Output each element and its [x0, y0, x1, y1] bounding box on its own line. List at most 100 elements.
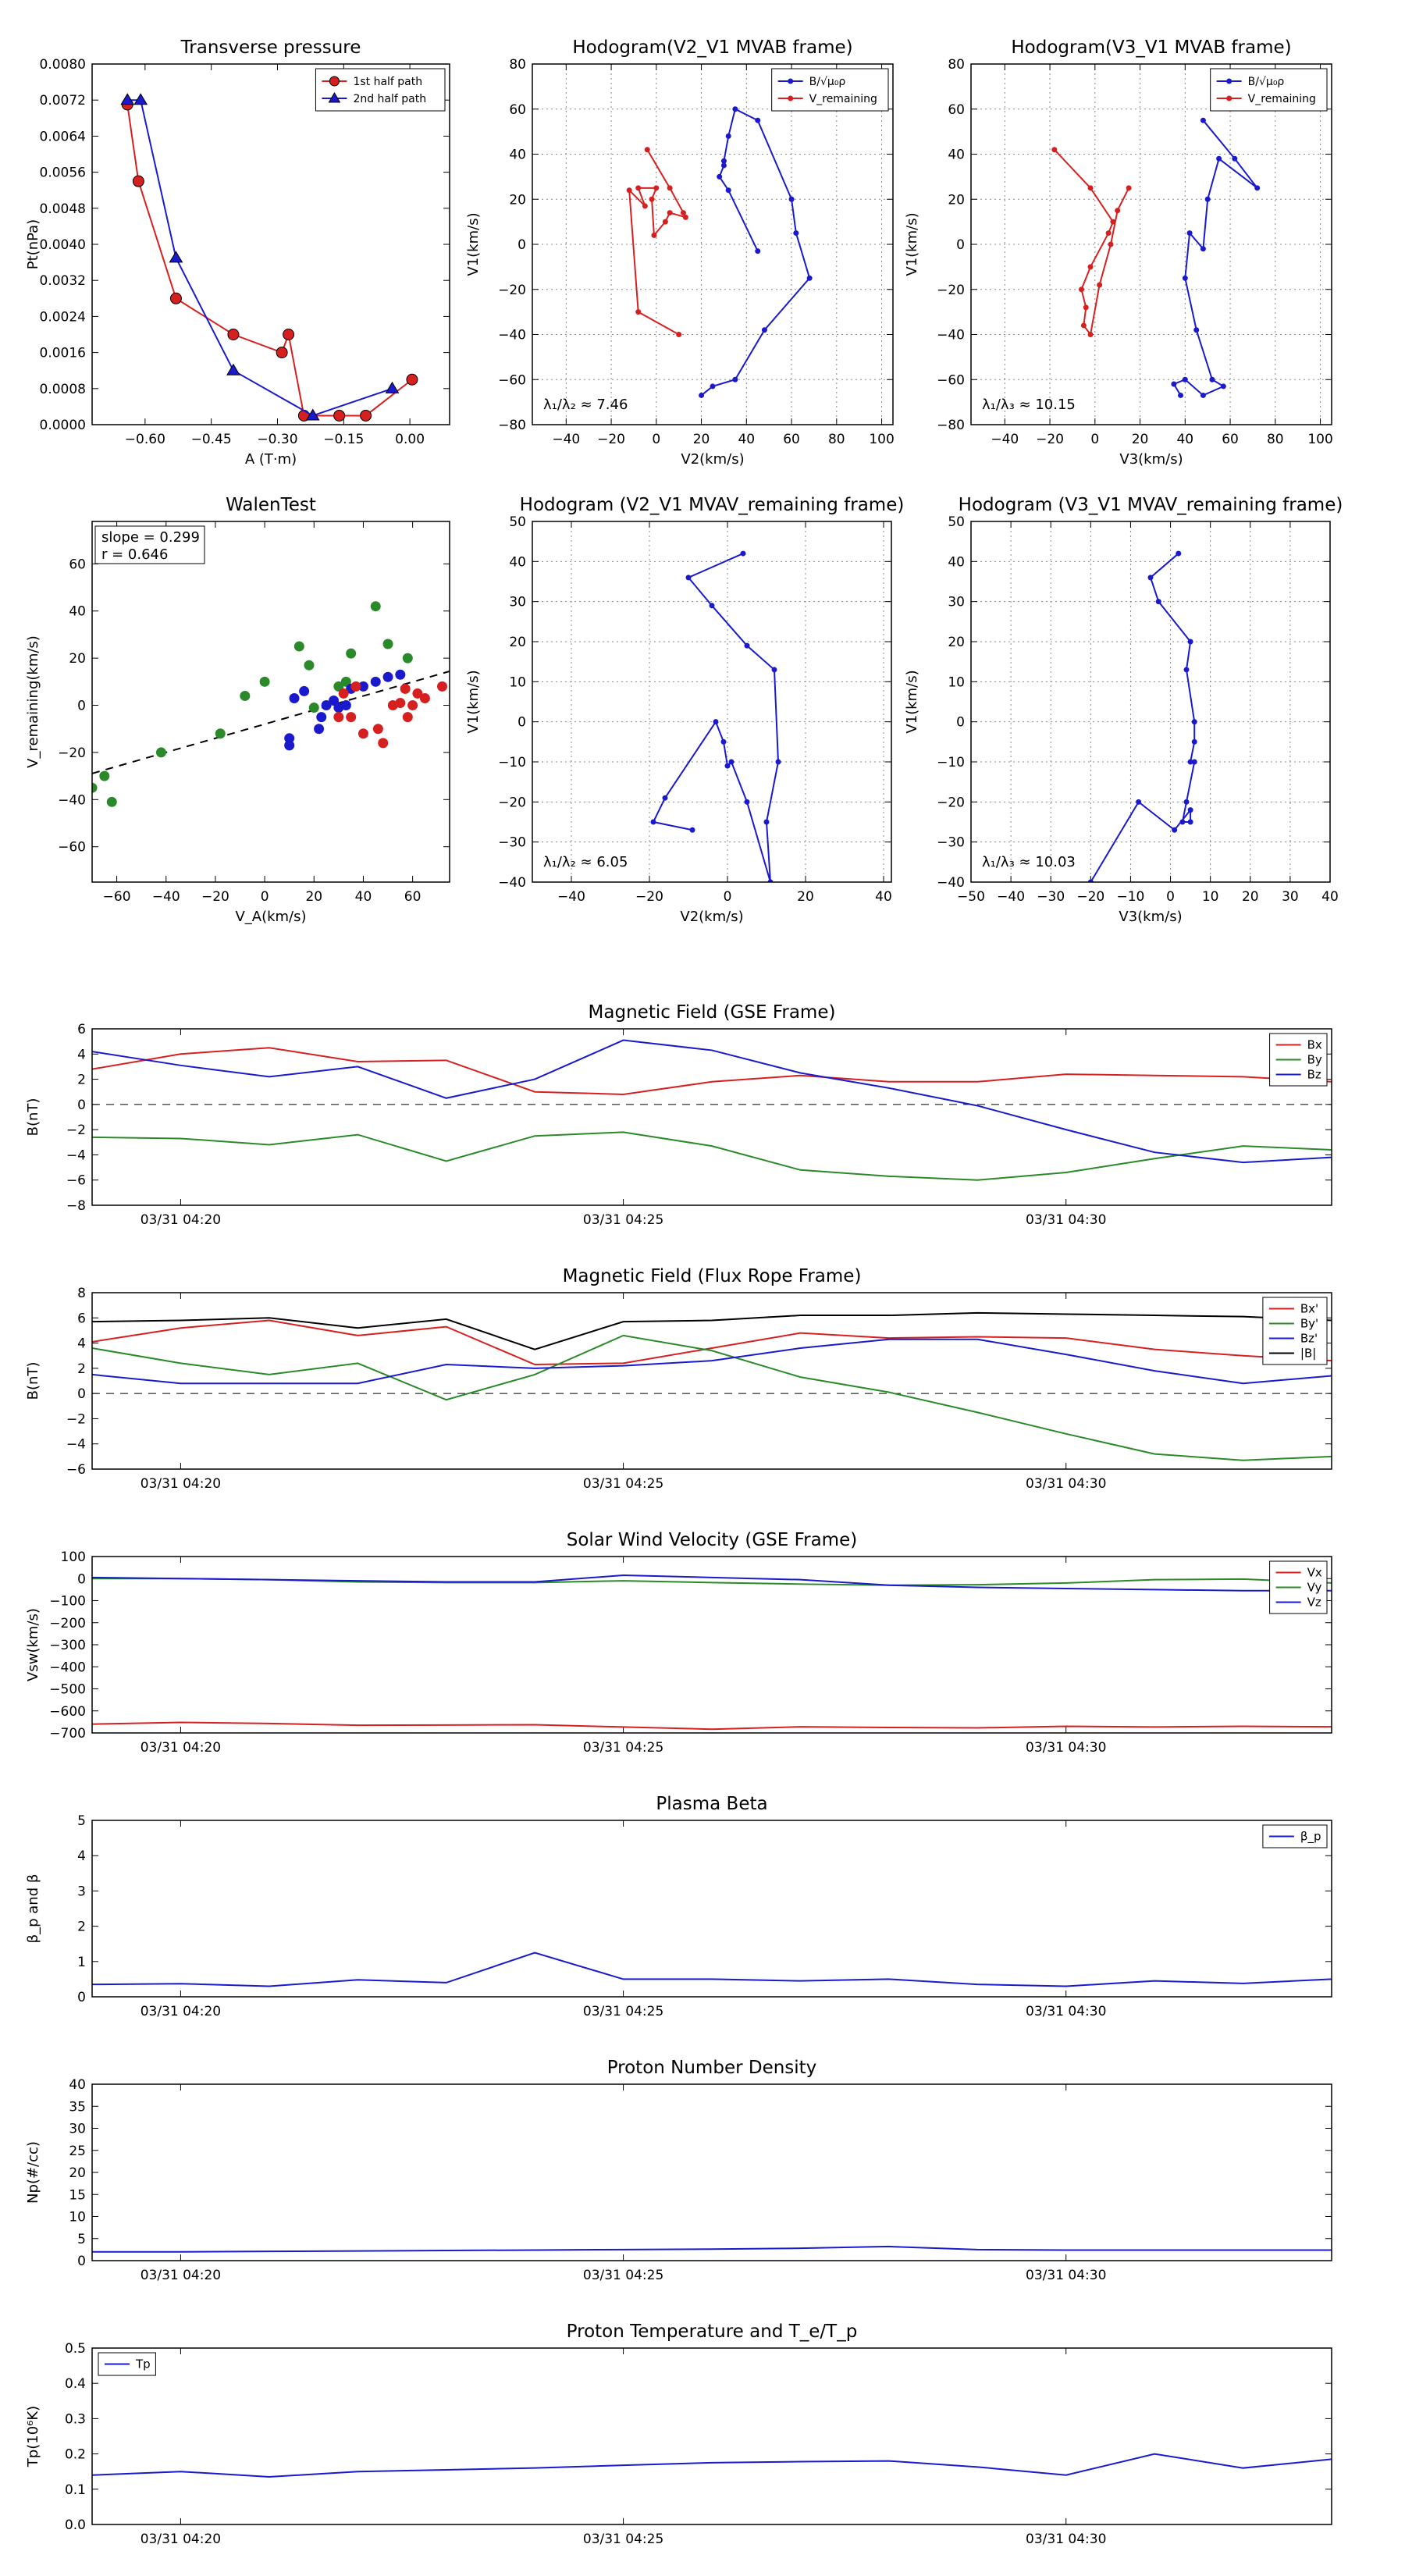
y-axis-label: V1(km/s): [465, 212, 482, 276]
y-tick-label: −80: [937, 418, 965, 433]
data-point: [1179, 819, 1186, 825]
data-point: [775, 759, 781, 765]
plot-area: [92, 1952, 1332, 1987]
data-point: [1232, 155, 1238, 162]
x-axis-label: V3(km/s): [1119, 909, 1182, 925]
data-point: [717, 173, 723, 180]
y-tick-label: 0.4: [65, 2376, 86, 2392]
x-tick-label: 03/31 04:25: [583, 1740, 663, 1756]
data-point: [650, 819, 656, 825]
data-point: [710, 383, 716, 390]
y-tick-label: 20: [509, 635, 526, 650]
data-point: [649, 196, 655, 202]
legend: Tp: [98, 2352, 156, 2376]
x-tick-label: 100: [1307, 432, 1332, 447]
y-tick-label: 2: [77, 1073, 86, 1088]
data-point: [1187, 639, 1193, 645]
x-tick-label: 03/31 04:20: [140, 2532, 221, 2547]
data-point: [169, 251, 183, 263]
y-tick-label: 60: [509, 102, 526, 118]
plot-area: [92, 2245, 1332, 2253]
chart-panel-10: Plasma Beta 03/31 04:20 03/31 04:25 03/31 0…: [25, 1794, 1332, 2019]
x-tick-label: −20: [635, 889, 663, 905]
x-tick-label: 40: [875, 889, 892, 905]
data-point: [720, 158, 727, 164]
data-point: [1155, 599, 1161, 605]
y-tick-label: −200: [49, 1616, 86, 1631]
data-point: [1187, 759, 1193, 765]
y-tick-label: 0.0080: [40, 57, 86, 73]
x-tick-label: −50: [957, 889, 985, 905]
chart-title: Hodogram (V2_V1 MVAV_remaining frame): [520, 495, 905, 515]
data-point: [314, 724, 325, 735]
data-point: [1191, 738, 1197, 745]
data-point: [755, 248, 761, 254]
axes-frame: [91, 1292, 1332, 1470]
series-s1: [92, 2245, 1332, 2253]
y-tick-label: −8: [66, 1198, 86, 1214]
x-tick-label: 03/31 04:20: [140, 1476, 221, 1492]
y-tick-label: 0: [77, 2254, 86, 2269]
y-tick-label: 40: [509, 148, 526, 163]
chart-panel-4: WalenTest −60 −40 −20 0 20 40 60 −60 −40 −20 0 20 40 6…: [25, 495, 450, 925]
plot-area: [92, 1574, 1332, 1731]
data-point: [406, 373, 418, 386]
data-point: [340, 676, 351, 687]
y-tick-label: 30: [509, 595, 526, 610]
y-tick-label: 0.0032: [40, 273, 86, 289]
data-point: [437, 681, 448, 692]
y-tick-label: 40: [69, 2077, 86, 2093]
data-point: [155, 747, 166, 758]
y-tick-label: −10: [937, 755, 965, 770]
y-tick-label: 30: [69, 2122, 86, 2137]
data-point: [1200, 246, 1206, 252]
y-tick-label: −600: [49, 1704, 86, 1720]
chart-title: Proton Temperature and T_e/T_p: [567, 2322, 858, 2342]
series--b-: [92, 1311, 1332, 1350]
data-point: [724, 763, 731, 769]
y-tick-label: −40: [498, 328, 526, 343]
x-tick-label: 40: [738, 432, 755, 447]
legend: B/√μ₀ρ V_remaining: [1210, 68, 1328, 112]
data-point: [227, 329, 240, 340]
x-tick-label: 80: [1267, 432, 1284, 447]
legend-marker: [788, 78, 794, 84]
data-point: [402, 653, 413, 664]
series-line: [92, 1721, 1332, 1731]
data-point: [720, 738, 727, 745]
y-tick-label: 0: [77, 1098, 86, 1113]
y-axis-label: Pt(nPa): [25, 219, 41, 269]
y-tick-label: 15: [69, 2187, 86, 2203]
x-tick-label: 03/31 04:20: [140, 2268, 221, 2283]
x-tick-label: −20: [597, 432, 625, 447]
data-point: [333, 681, 344, 692]
data-point: [771, 667, 777, 673]
data-point: [400, 683, 411, 694]
data-point: [788, 196, 795, 202]
x-axis-label: V3(km/s): [1119, 451, 1183, 468]
legend-label: By: [1307, 1053, 1322, 1067]
axes-frame: [970, 63, 1332, 425]
data-point: [289, 692, 300, 703]
data-point: [395, 669, 406, 680]
legend-marker: [328, 92, 341, 103]
y-tick-label: −80: [498, 418, 526, 433]
legend-marker: [1226, 95, 1232, 101]
x-tick-label: 20: [797, 889, 814, 905]
x-tick-label: 03/31 04:30: [1026, 1740, 1106, 1756]
series-line: [92, 1311, 1332, 1350]
data-point: [740, 550, 746, 557]
data-point: [725, 133, 731, 139]
data-point: [1182, 275, 1188, 281]
data-point: [346, 648, 357, 659]
data-point: [370, 676, 381, 687]
chart-title: Hodogram (V3_V1 MVAV_remaining frame): [959, 495, 1343, 515]
x-tick-label: 03/31 04:30: [1026, 1476, 1106, 1492]
data-point: [283, 329, 295, 340]
data-point: [1087, 879, 1094, 882]
data-point: [402, 712, 413, 723]
series-line: [92, 1574, 1332, 1592]
y-tick-label: 50: [509, 514, 526, 530]
data-point: [350, 681, 361, 692]
